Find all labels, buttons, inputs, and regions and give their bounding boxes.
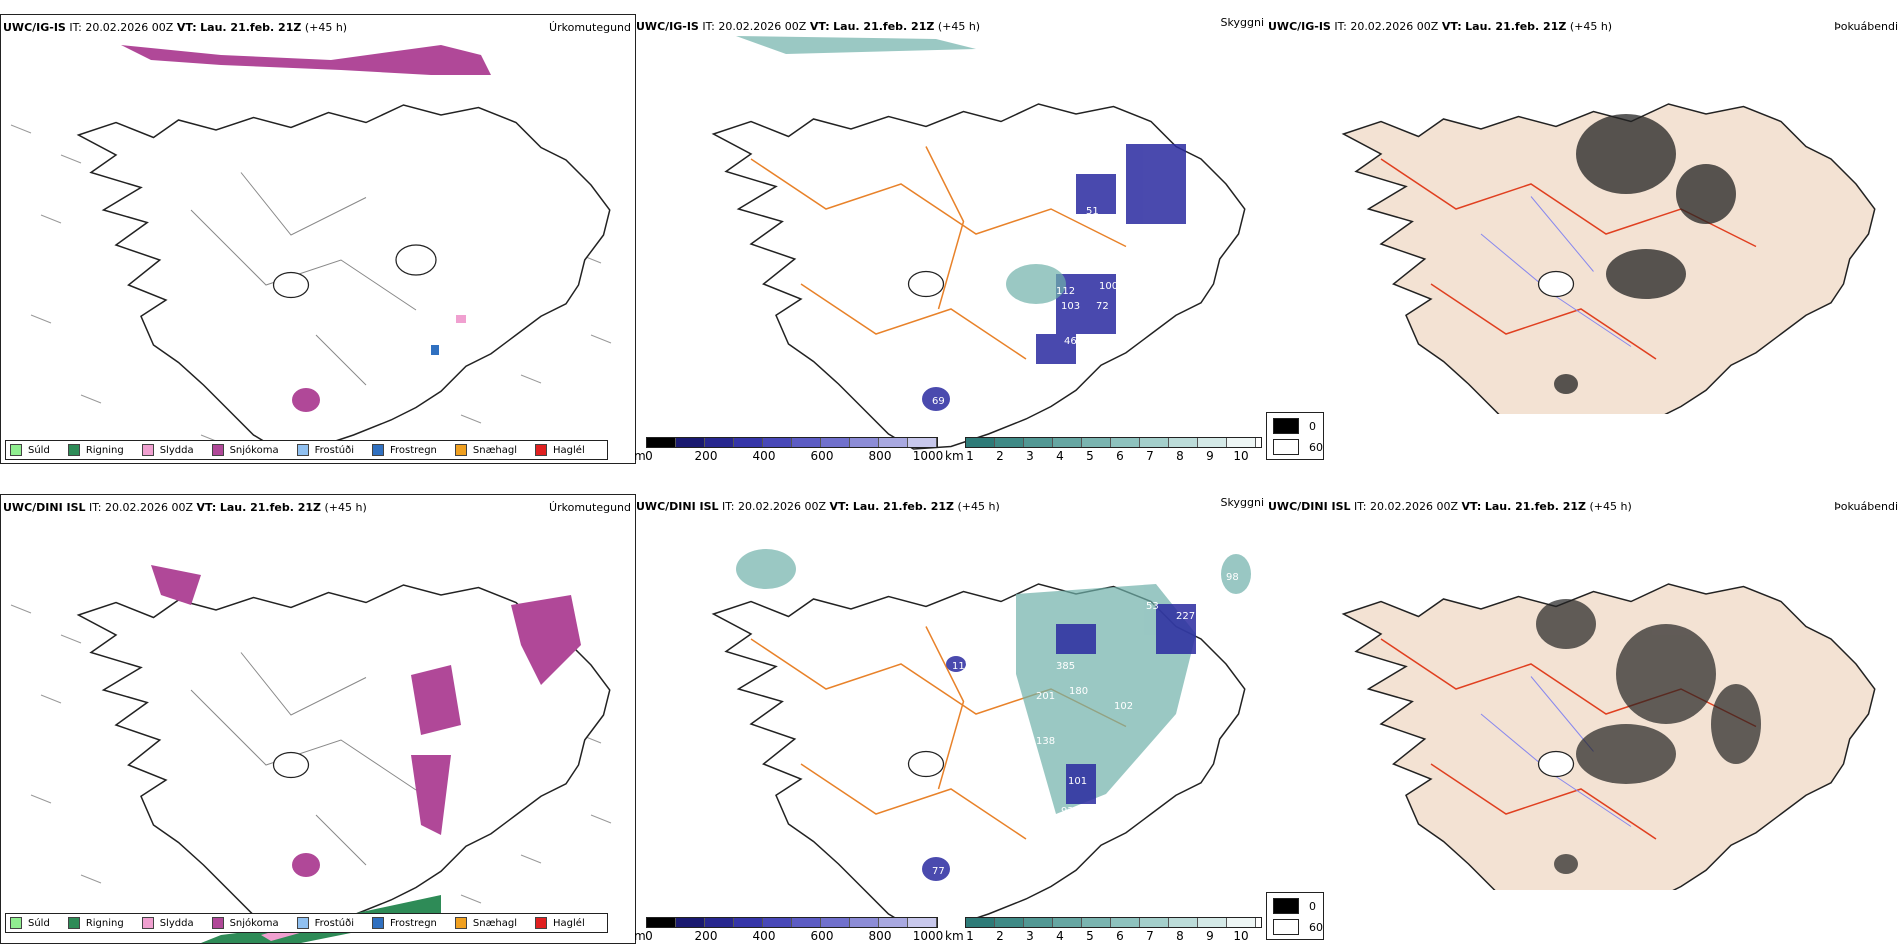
product-label: Skyggni [1220,16,1264,29]
legend-item: Rigning [67,917,124,929]
visibility-colorbar: km 1 2 3 4 5 6 7 8 9 10 [945,437,1265,463]
legend-item: Snæhagl [454,444,517,456]
ceiling-colorbar: m 0 200 400 600 800 1000 [634,917,943,943]
ceiling-label: 98 [1226,572,1239,583]
product-label: Skyggni [1220,496,1264,509]
ceiling-label: 51 [1086,206,1099,217]
panel-title: UWC/DINI ISL IT: 20.02.2026 00Z VT: Lau.… [636,500,1000,513]
ceiling-label: 101 [1068,776,1087,787]
fog-legend-row2: 0 60 [1266,892,1324,940]
fog-legend-row1: 0 60 [1266,412,1324,460]
cloud-map-row1: 410 51 84 112 100 103 72 46 69 2 [712,36,1246,450]
legend-item: Súld [10,444,50,456]
ceiling-label: 77 [932,866,945,877]
ceiling-label: 72 [1096,301,1109,312]
legend-item: Rigning [67,444,124,456]
ceiling-label: 46 [1064,336,1077,347]
precip-map-row1 [10,45,612,451]
panel-title: UWC/DINI ISL IT: 20.02.2026 00Z VT: Lau.… [3,501,367,514]
ceiling-label: 102 [1114,701,1133,712]
legend-item: Frostregn [372,917,437,929]
precip-map-row2 [10,565,612,943]
legend-item: Snæhagl [454,917,517,929]
ceiling-label: 112 [952,661,971,672]
legend-item: Haglél [535,917,585,929]
legend-item: Snjókoma [211,444,279,456]
legend-item: Frostregn [372,444,437,456]
cloud-map-row2: 98 53 227 385 201 180 102 101 92 112 77 … [712,549,1251,919]
ceiling-label: 92 [1061,806,1074,817]
ceiling-label: 84 [1126,256,1139,267]
legend-item: Frostúði [296,444,354,456]
visibility-colorbar: km 1 2 3 4 5 6 7 8 9 10 [945,917,1265,943]
ceiling-label: 138 [1036,736,1055,747]
fog-panel-row2: UWC/DINI ISL IT: 20.02.2026 00Z VT: Lau.… [1266,494,1900,890]
precip-type-legend: Súld Rigning Slydda Snjókoma Frostúði Fr… [5,913,608,933]
ceiling-label: 385 [1056,661,1075,672]
panel-title: UWC/IG-IS IT: 20.02.2026 00Z VT: Lau. 21… [3,21,348,34]
precip-type-legend: Súld Rigning Slydda Snjókoma Frostúði Fr… [5,440,608,460]
ceiling-label: 410 [1041,44,1060,55]
legend-item: Snjókoma [211,917,279,929]
legend-item: Haglél [535,444,585,456]
ceiling-label: 180 [1069,686,1088,697]
ceiling-label: 100 [1099,281,1118,292]
panel-title: UWC/IG-IS IT: 20.02.2026 00Z VT: Lau. 21… [636,20,981,33]
panel-title: UWC/IG-IS IT: 20.02.2026 00Z VT: Lau. 21… [1268,20,1613,33]
precip-panel-row2: UWC/DINI ISL IT: 20.02.2026 00Z VT: Lau.… [0,494,636,944]
ceiling-label: 227 [1176,611,1195,622]
legend-item: Slydda [141,444,194,456]
ceiling-labels: 410 51 84 112 100 103 72 46 69 2 [918,44,1139,407]
ceiling-label: 69 [932,396,945,407]
ceiling-label: 103 [1061,301,1080,312]
product-label: Þokuábendi [1834,500,1898,513]
cloud-panel-row1: 410 51 84 112 100 103 72 46 69 2 UWC/IG-… [636,14,1266,462]
ceiling-label: 53 [1146,601,1159,612]
ceiling-colorbar: m 0 200 400 600 800 1000 [634,437,943,463]
fog-map-row2 [1342,583,1876,890]
product-label: Úrkomutegund [549,21,631,34]
ceiling-label: 201 [1036,691,1055,702]
panel-title: UWC/DINI ISL IT: 20.02.2026 00Z VT: Lau.… [1268,500,1632,513]
product-label: Úrkomutegund [549,501,631,514]
cloud-panel-row2: 98 53 227 385 201 180 102 101 92 112 77 … [636,494,1266,919]
legend-item: Súld [10,917,50,929]
precip-panel-row1: UWC/IG-IS IT: 20.02.2026 00Z VT: Lau. 21… [0,14,636,464]
product-label: Þokuábendi [1834,20,1898,33]
ceiling-label: 112 [1056,286,1075,297]
fog-panel-row1: UWC/IG-IS IT: 20.02.2026 00Z VT: Lau. 21… [1266,14,1900,414]
legend-item: Frostúði [296,917,354,929]
ceiling-labels: 98 53 227 385 201 180 102 101 92 112 77 … [932,572,1239,877]
fog-map-row1 [1342,103,1876,414]
legend-item: Slydda [141,917,194,929]
ceiling-label: 2 [918,381,924,392]
